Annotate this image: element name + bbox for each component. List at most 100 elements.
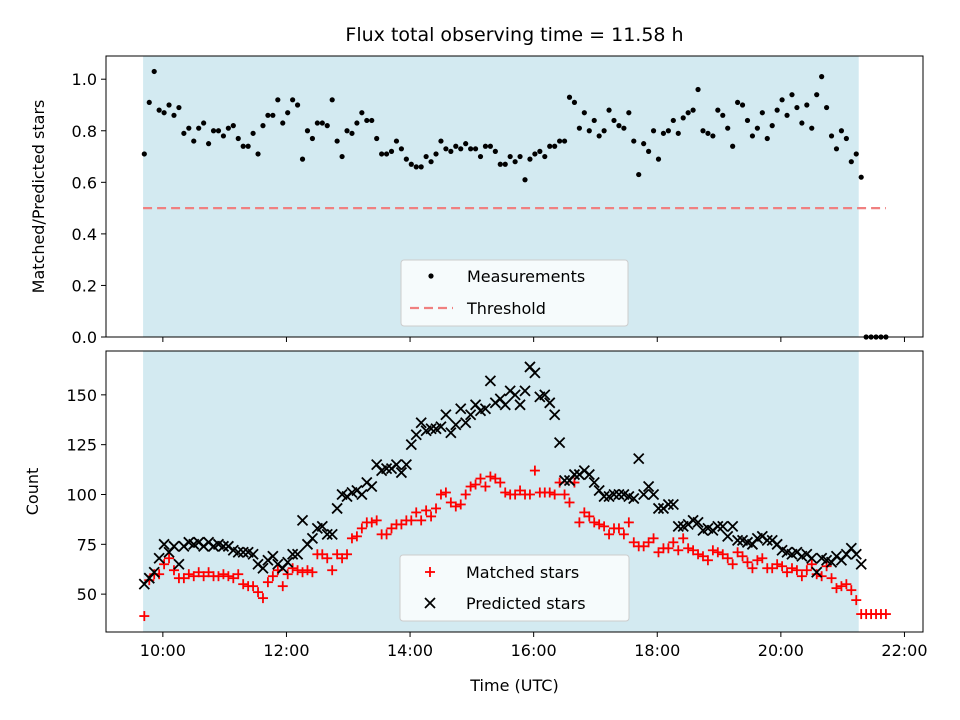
- measurement-point: [636, 171, 642, 178]
- predicted-star-point-b: [400, 458, 412, 471]
- measurement-point: [428, 159, 434, 165]
- predicted-star-point-b: [390, 458, 403, 471]
- predicted-star-point-b: [672, 520, 684, 533]
- measurement-point: [472, 146, 479, 152]
- ratio-panel-frame: [105, 55, 924, 338]
- measurement-point: [527, 156, 533, 162]
- measurement-point: [566, 94, 573, 100]
- measurement-point: [294, 102, 301, 108]
- measurement-point: [448, 148, 454, 154]
- count-panel: 10:00 12:00 14:00 16:00 18:00 20:00 22:00 50 75…: [23, 350, 928, 695]
- chart-title: Flux total observing time = 11.58 h: [345, 24, 683, 46]
- measurement-point: [586, 128, 592, 134]
- measurement-point: [438, 138, 444, 144]
- measurement-point: [255, 151, 261, 157]
- measurement-point: [458, 146, 464, 152]
- predicted-star-point-b: [702, 522, 714, 535]
- predicted-star-point-b: [717, 520, 729, 533]
- predicted-star-point-b: [499, 399, 511, 411]
- x-tick-label: 16:00: [511, 641, 557, 660]
- measurement-point: [265, 112, 271, 118]
- measurement-point: [156, 107, 162, 113]
- y-tick-label: 75: [77, 535, 97, 554]
- predicted-star-point-b: [519, 385, 531, 397]
- predicted-star-point-b: [336, 488, 348, 501]
- measurement-point: [502, 161, 508, 167]
- legend-marker-matched: [425, 567, 435, 577]
- measurement-point: [542, 153, 548, 160]
- legend-label-matched: Matched stars: [466, 563, 579, 582]
- measurement-point: [507, 153, 513, 160]
- measurement-point: [799, 120, 805, 126]
- y-tick-label: 0.8: [72, 122, 97, 141]
- predicted-star-point-b: [524, 361, 536, 373]
- measurement-point: [774, 107, 780, 113]
- measurement-point: [596, 133, 602, 139]
- predicted-star-point-b: [435, 421, 447, 433]
- predicted-star-point-b: [395, 466, 408, 479]
- measurement-point: [675, 130, 681, 136]
- measurement-point: [744, 117, 751, 124]
- measurement-point: [665, 128, 671, 134]
- predicted-star-point-b: [356, 488, 368, 501]
- matched-stars-points: [139, 465, 891, 622]
- measurement-point: [270, 112, 276, 118]
- measurement-point: [369, 117, 375, 124]
- measurement-point: [299, 156, 306, 162]
- predicted-star-point-b: [613, 488, 625, 501]
- x-axis-label: Time (UTC): [469, 676, 558, 695]
- measurement-point: [388, 148, 395, 154]
- legend-x-glyph-b: [424, 597, 436, 609]
- predicted-star-point-b: [445, 427, 457, 439]
- predicted-star-point-b: [440, 409, 452, 421]
- predicted-star-point-b: [727, 520, 739, 533]
- measurement-point: [646, 148, 652, 154]
- measurement-point: [739, 102, 746, 108]
- measurement-point: [443, 146, 449, 152]
- measurement-point: [166, 102, 172, 108]
- predicted-star-point-b: [168, 540, 180, 552]
- predicted-star-point-b: [568, 468, 581, 481]
- measurement-point: [196, 125, 202, 131]
- measurement-point: [413, 164, 419, 170]
- measurement-point: [423, 153, 429, 160]
- predicted-star-point-b: [593, 484, 605, 497]
- predicted-star-point-b: [415, 417, 427, 429]
- measurement-point: [759, 110, 765, 116]
- measurement-point: [512, 159, 518, 165]
- predicted-star-point-b: [731, 534, 744, 546]
- predicted-star-point-b: [638, 488, 650, 501]
- predicted-star-point-b: [291, 548, 304, 560]
- predicted-star-point-b: [287, 548, 299, 560]
- predicted-star-point-b: [529, 367, 541, 379]
- predicted-star-point-b: [850, 548, 862, 560]
- measurement-point: [344, 128, 350, 134]
- predicted-star-point-b: [544, 397, 556, 409]
- measurement-point: [379, 151, 385, 157]
- predicted-star-point-b: [736, 534, 749, 546]
- predicted-star-point-b: [722, 530, 734, 542]
- measurement-point: [764, 135, 770, 142]
- predicted-star-point-b: [628, 492, 640, 505]
- measurement-point: [833, 146, 840, 152]
- measurement-point: [497, 161, 503, 167]
- predicted-star-point-b: [553, 437, 566, 449]
- predicted-star-point-b: [425, 423, 437, 435]
- measurement-point: [809, 125, 815, 131]
- measurement-point: [557, 138, 563, 144]
- predicted-star-point-b: [687, 514, 699, 527]
- predicted-star-point-b: [212, 538, 225, 550]
- predicted-star-point-b: [811, 566, 823, 578]
- measurement-point: [853, 151, 859, 157]
- count-panel-legend: Matched stars Predicted stars: [399, 554, 630, 622]
- predicted-star-point-b: [464, 409, 477, 421]
- predicted-star-point-b: [460, 417, 472, 429]
- predicted-star-point-b: [257, 562, 269, 574]
- measurement-point: [670, 117, 676, 124]
- y-tick-label: 1.0: [72, 70, 97, 89]
- predicted-star-point-b: [583, 468, 595, 481]
- predicted-star-point-b: [608, 488, 620, 501]
- measurement-point: [280, 120, 286, 126]
- measurement-point: [408, 161, 414, 167]
- measurement-point: [225, 125, 231, 131]
